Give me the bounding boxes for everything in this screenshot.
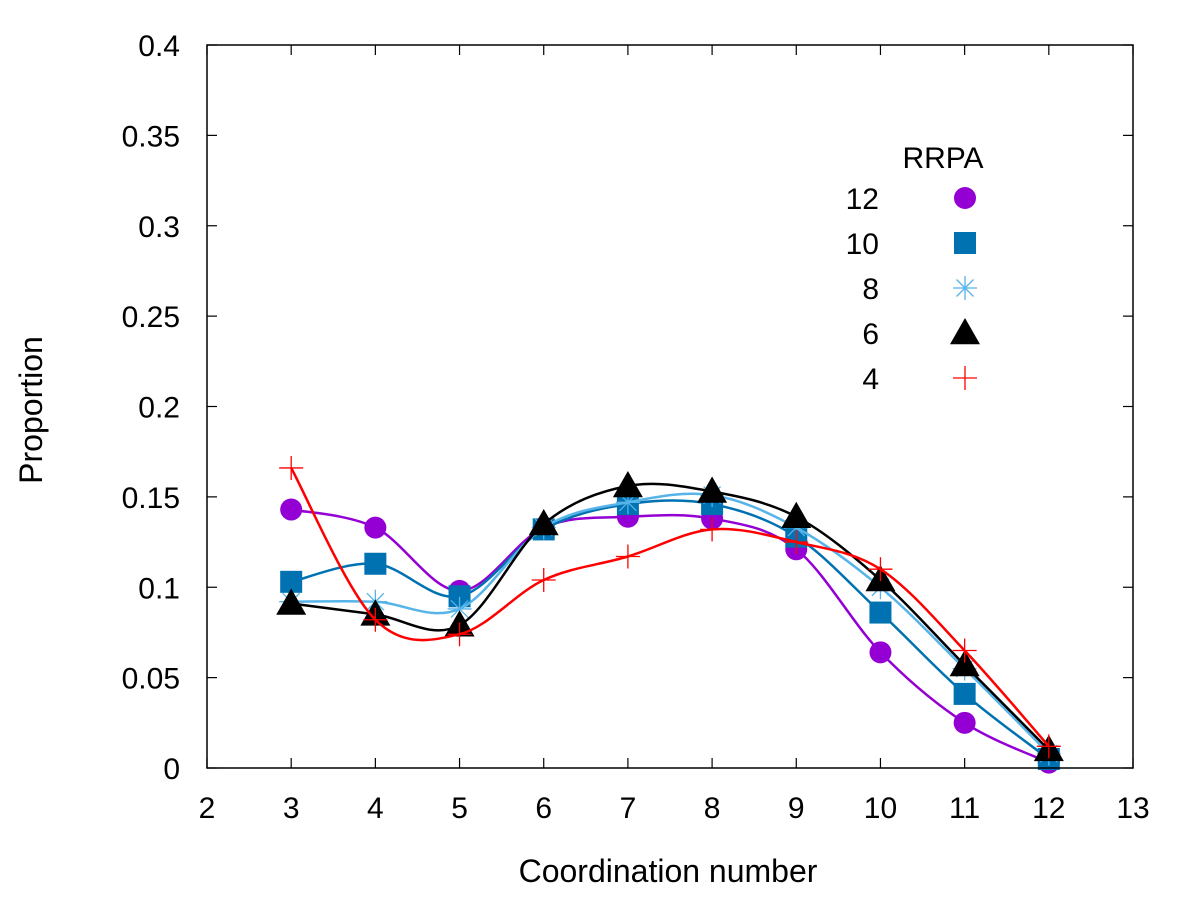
y-tick-label: 0.3	[138, 211, 180, 244]
legend-label: 8	[862, 273, 879, 306]
y-tick-label: 0.35	[122, 120, 180, 153]
data-point-circle	[869, 641, 892, 664]
x-tick-label: 4	[367, 792, 384, 825]
x-tick-label: 7	[620, 792, 637, 825]
legend-item-12: 12	[846, 183, 976, 216]
data-point-plus	[615, 544, 640, 569]
series-10	[280, 493, 1060, 770]
data-point-square	[954, 232, 976, 254]
y-tick-label: 0.15	[122, 482, 180, 515]
data-point-triangle	[612, 471, 643, 498]
legend-item-8: 8	[862, 273, 977, 306]
data-point-triangle	[781, 501, 812, 529]
plot-frame	[206, 44, 1134, 769]
data-point-plus	[953, 366, 977, 390]
data-point-square	[448, 585, 471, 608]
data-point-circle	[280, 498, 303, 521]
data-point-circle	[364, 516, 387, 539]
data-point-plus	[952, 638, 977, 663]
series-line-8	[291, 492, 1050, 755]
series-4	[279, 455, 1061, 759]
data-point-plus	[784, 530, 809, 555]
x-tick-label: 10	[864, 792, 897, 825]
data-point-plus	[531, 568, 556, 593]
data-point-square	[869, 601, 892, 624]
legend-label: 4	[862, 363, 879, 396]
series-line-10	[290, 499, 1050, 760]
legend-label: 12	[846, 183, 879, 216]
y-tick-labels: 0 0.05 0.1 0.15 0.2 0.25 0.3 0.35 0.4	[122, 30, 180, 786]
x-tick-label: 3	[283, 792, 300, 825]
data-point-circle	[954, 187, 976, 209]
data-point-square	[280, 570, 303, 593]
y-tick-label: 0.4	[138, 30, 180, 63]
series-line-6	[291, 482, 1050, 751]
series-8	[279, 483, 1061, 766]
x-tick-label: 2	[199, 792, 216, 825]
data-point-square	[953, 682, 976, 705]
data-point-circle	[953, 711, 976, 734]
data-point-plus	[363, 607, 388, 632]
y-tick-label: 0.1	[138, 572, 180, 605]
series-layer	[276, 455, 1064, 774]
data-point-plus	[447, 622, 472, 647]
legend-title: RRPA	[902, 142, 983, 175]
y-tick-label: 0	[163, 753, 180, 786]
y-tick-label: 0.2	[138, 392, 180, 425]
x-tick-label: 12	[1032, 792, 1065, 825]
y-axis-label: Proportion	[13, 336, 49, 484]
x-tick-label: 8	[704, 792, 721, 825]
data-point-triangle	[528, 508, 559, 536]
data-point-plus	[1036, 734, 1061, 759]
x-axis-label: Coordination number	[519, 853, 818, 889]
legend: RRPA 12 10 8 6 4	[846, 142, 984, 396]
data-point-triangle	[276, 588, 307, 615]
y-tick-label: 0.25	[122, 301, 180, 334]
axis-ticks	[206, 44, 1134, 769]
data-point-triangle	[949, 649, 980, 677]
legend-label: 10	[846, 228, 879, 261]
legend-item-4: 4	[862, 363, 977, 396]
series-line-4	[290, 467, 1050, 748]
x-tick-label: 5	[451, 792, 468, 825]
data-point-triangle	[950, 318, 980, 345]
data-point-plus	[700, 517, 725, 542]
series-line-12	[290, 508, 1050, 764]
data-point-plus	[279, 455, 304, 480]
x-tick-label: 6	[535, 792, 552, 825]
legend-item-6: 6	[862, 318, 980, 351]
legend-label: 6	[862, 318, 879, 351]
x-tick-label: 11	[949, 792, 980, 825]
data-point-triangle	[697, 476, 728, 503]
data-point-plus	[868, 557, 893, 582]
legend-item-10: 10	[846, 228, 976, 261]
x-tick-label: 9	[788, 792, 805, 825]
data-point-square	[364, 552, 387, 575]
y-tick-label: 0.05	[122, 663, 180, 696]
x-tick-label: 13	[1116, 792, 1149, 825]
data-point-asterisk	[953, 276, 977, 300]
x-tick-labels: 2 3 4 5 6 7 8 9 10 11 12 13	[199, 792, 1150, 825]
